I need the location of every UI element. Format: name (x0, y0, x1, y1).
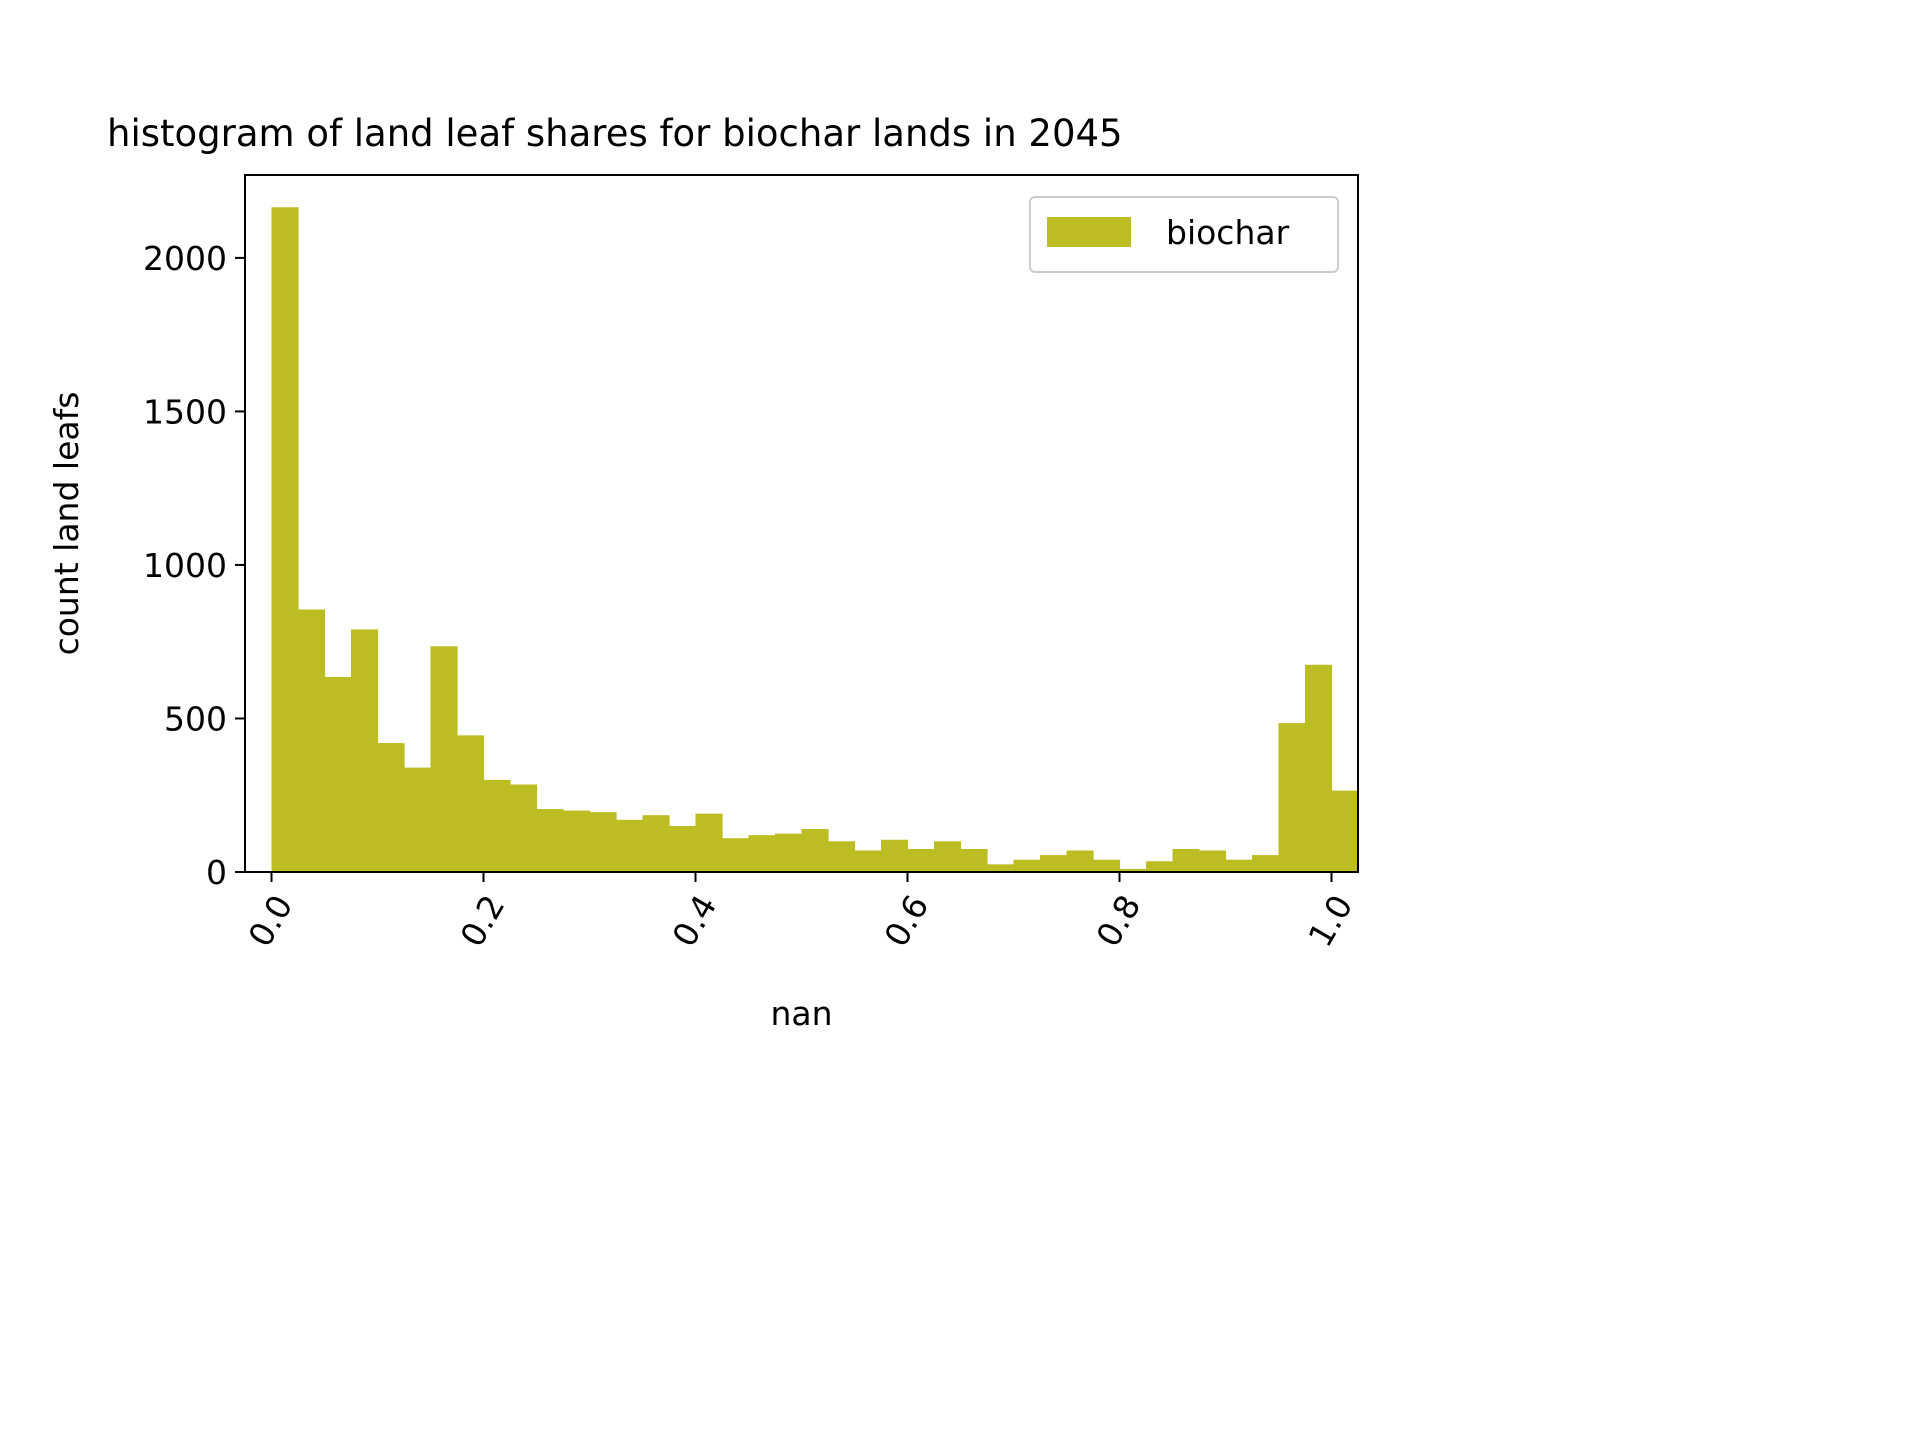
x-tick-label: 0.2 (452, 888, 512, 953)
histogram-bar (377, 743, 405, 872)
histogram-bar (1252, 855, 1280, 872)
histogram-bar (324, 677, 352, 872)
histogram-bar (563, 810, 591, 872)
histogram-bar (695, 813, 723, 872)
y-axis-ticks: 0 500 1000 1500 2000 (143, 239, 245, 892)
histogram-bar (669, 825, 697, 872)
x-axis-label: nan (770, 994, 832, 1033)
histogram-bar (404, 767, 432, 872)
histogram-bar (775, 833, 803, 872)
histogram-bar (1013, 859, 1041, 872)
histogram-bar (828, 841, 856, 872)
bars-layer (271, 207, 1359, 872)
y-axis-label: count land leafs (47, 392, 86, 656)
x-tick-label: 0.6 (876, 888, 936, 953)
chart-title: histogram of land leaf shares for biocha… (107, 112, 1123, 155)
plot-frame (244, 174, 1359, 873)
histogram-bar (430, 646, 458, 872)
histogram-bar (642, 815, 670, 872)
histogram-bar (457, 735, 485, 872)
x-tick-label: 1.0 (1300, 888, 1360, 953)
histogram-bar (1119, 868, 1147, 872)
histogram-bar (801, 829, 829, 872)
histogram-bar (1331, 790, 1359, 872)
y-tick-label: 2000 (143, 239, 227, 278)
histogram-bar (1278, 723, 1306, 872)
y-tick-label: 1500 (143, 392, 227, 431)
legend-swatch (1047, 217, 1131, 247)
x-tick-label: 0.0 (240, 888, 300, 953)
histogram-bar (351, 629, 379, 872)
histogram-bar (483, 779, 511, 872)
histogram-bar (536, 809, 564, 872)
histogram-bar (271, 207, 299, 872)
y-tick-label: 500 (164, 699, 227, 738)
histogram-bar (1199, 850, 1227, 872)
histogram-bar (1093, 859, 1121, 872)
histogram-bar (881, 839, 909, 872)
histogram-bar (1146, 861, 1174, 872)
histogram-bar (1172, 848, 1200, 872)
histogram-bar (934, 841, 962, 872)
histogram-bar (722, 838, 750, 872)
histogram-bar (616, 819, 644, 872)
legend-box (1029, 196, 1339, 273)
histogram-bar (1225, 859, 1253, 872)
x-tick-label: 0.4 (664, 888, 724, 953)
x-axis-ticks: 0.0 0.2 0.4 0.6 0.8 1.0 (240, 872, 1360, 953)
histogram-bar (907, 848, 935, 872)
histogram-bar (510, 784, 538, 872)
histogram-bar (748, 835, 776, 872)
histogram-bar (960, 848, 988, 872)
histogram-bar (987, 864, 1015, 872)
x-tick-label: 0.8 (1088, 888, 1148, 953)
histogram-bar (298, 609, 326, 872)
histogram-bar (1066, 850, 1094, 872)
histogram-bar (1305, 664, 1333, 872)
legend: biochar (1029, 196, 1339, 273)
y-tick-label: 0 (206, 853, 227, 892)
histogram-bar (589, 812, 617, 872)
histogram-bar (1040, 855, 1068, 872)
legend-label: biochar (1166, 213, 1290, 252)
histogram-bar (854, 850, 882, 872)
y-tick-label: 1000 (143, 546, 227, 585)
